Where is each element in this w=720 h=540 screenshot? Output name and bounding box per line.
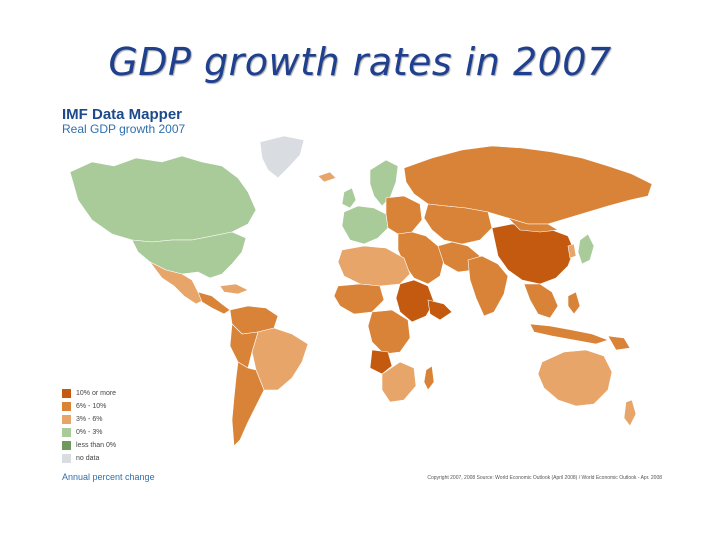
region-korea xyxy=(567,243,577,259)
legend-item: 0% - 3% xyxy=(62,426,116,439)
legend-swatch xyxy=(62,441,71,450)
legend-item: 10% or more xyxy=(62,387,116,400)
region-horn-africa xyxy=(427,299,453,321)
region-central-asia xyxy=(423,203,493,245)
region-philippines xyxy=(567,291,581,315)
copyright-note: Copyright 2007, 2008 Source: World Econo… xyxy=(427,475,662,481)
region-png xyxy=(607,335,631,351)
legend-item: no data xyxy=(62,452,116,465)
region-canada xyxy=(69,155,257,243)
legend-label: 0% - 3% xyxy=(76,429,103,436)
slide-title: GDP growth rates in 2007 xyxy=(108,40,612,84)
region-central-africa xyxy=(367,309,411,355)
region-new-zealand xyxy=(623,399,637,427)
region-central-america xyxy=(197,291,231,315)
region-angola xyxy=(369,349,393,375)
legend-label: no data xyxy=(76,455,100,462)
region-western-europe xyxy=(341,205,389,245)
legend-item: 6% - 10% xyxy=(62,400,116,413)
region-eastern-europe xyxy=(385,195,423,235)
world-map xyxy=(69,135,653,447)
legend-swatch xyxy=(62,389,71,398)
region-mongolia xyxy=(507,217,559,233)
legend-swatch xyxy=(62,428,71,437)
region-brazil xyxy=(251,327,309,391)
region-japan xyxy=(577,233,595,265)
region-indonesia xyxy=(529,323,609,345)
map-subtitle: Real GDP growth 2007 xyxy=(62,122,186,136)
region-southeast-asia xyxy=(523,283,559,319)
legend-label: 6% - 10% xyxy=(76,403,107,410)
legend-item: less than 0% xyxy=(62,439,116,452)
region-uk xyxy=(341,187,357,209)
legend: 10% or more 6% - 10% 3% - 6% 0% - 3% less th… xyxy=(62,387,116,465)
legend-swatch xyxy=(62,415,71,424)
region-iceland xyxy=(317,171,337,183)
region-andes xyxy=(229,323,259,369)
legend-item: 3% - 6% xyxy=(62,413,116,426)
region-west-africa xyxy=(333,283,385,315)
legend-label: 10% or more xyxy=(76,390,117,397)
legend-label: 3% - 6% xyxy=(76,416,103,423)
legend-caption: Annual percent change xyxy=(62,472,155,482)
region-australia xyxy=(537,349,613,407)
region-south-asia xyxy=(467,255,509,317)
map-panel: IMF Data Mapper Real GDP growth 2007 10%… xyxy=(52,100,666,484)
region-east-africa xyxy=(395,279,435,323)
map-source-title: IMF Data Mapper xyxy=(62,106,183,123)
region-argentina xyxy=(231,361,265,447)
legend-swatch xyxy=(62,402,71,411)
legend-label: less than 0% xyxy=(76,442,117,449)
region-madagascar xyxy=(423,365,435,391)
region-greenland xyxy=(259,135,305,179)
legend-swatch xyxy=(62,454,71,463)
region-caribbean xyxy=(219,283,249,295)
region-southern-africa xyxy=(381,361,417,403)
